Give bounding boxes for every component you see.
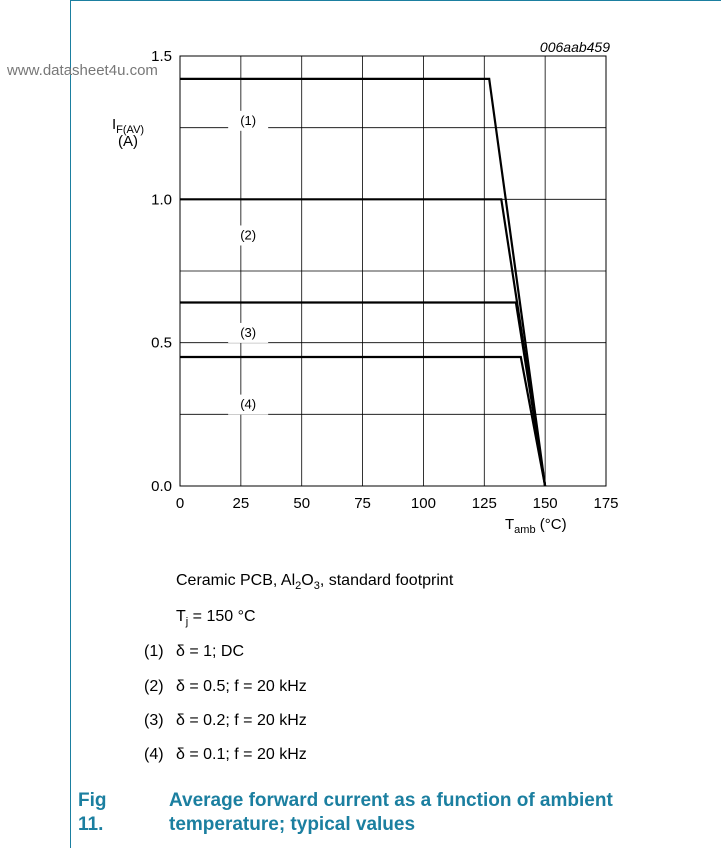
x-axis-label-sub: amb (514, 524, 536, 536)
series-line-4 (180, 355, 547, 487)
watermark: www.datasheet4u.com (7, 62, 158, 79)
chart-series (180, 77, 547, 487)
y-tick-label: 0.0 (151, 478, 172, 495)
condition-pcb-mid: O (301, 572, 314, 589)
y-tick-label: 1.5 (151, 48, 172, 65)
series-label-bg (228, 322, 269, 343)
series-label-3: (3) (240, 325, 256, 340)
x-tick-label: 25 (233, 495, 250, 512)
note-number: (1) (144, 643, 164, 660)
y-axis-unit: (A) (118, 133, 139, 150)
series-label-bg (228, 225, 269, 246)
note-number: (3) (144, 712, 164, 729)
y-tick-label: 1.0 (151, 191, 172, 208)
condition-tj: Tj = 150 °C (176, 608, 256, 628)
x-axis-unit: (°C) (535, 516, 567, 533)
series-label-1: (1) (240, 113, 256, 128)
figure-frame (70, 0, 721, 848)
y-axis-label-sub: F(AV) (116, 124, 145, 136)
series-line-1 (180, 77, 547, 487)
series-line-3 (180, 301, 547, 487)
series-label-bg (228, 394, 269, 415)
x-tick-label: 175 (593, 495, 618, 512)
x-tick-label: 75 (354, 495, 371, 512)
x-axis-label: Tamb (°C) (505, 516, 567, 536)
note-number: (2) (144, 678, 164, 695)
note-number: (4) (144, 746, 164, 763)
series-label-bg (228, 110, 269, 131)
x-tick-label: 50 (293, 495, 310, 512)
condition-tj-sub: j (185, 616, 189, 628)
chart: 0 25 50 75 100 125 150 175 0.0 0.5 1.0 1.5 (1) (2) (3… (151, 39, 618, 512)
series-label-2: (2) (240, 227, 256, 242)
x-tick-label: 100 (411, 495, 436, 512)
chart-id: 006aab459 (540, 39, 610, 55)
chart-ticks: 0 25 50 75 100 125 150 175 0.0 0.5 1.0 1.5 (151, 48, 618, 512)
y-tick-label: 0.5 (151, 335, 172, 352)
note-text: δ = 0.1; f = 20 kHz (176, 746, 307, 763)
condition-pcb-sub2: 3 (313, 580, 320, 592)
condition-tj-text: T (176, 608, 186, 625)
note-text: δ = 0.2; f = 20 kHz (176, 712, 307, 729)
y-axis-label-main: I (112, 116, 117, 133)
note-text: δ = 1; DC (176, 643, 245, 660)
x-axis-label-main: T (505, 516, 515, 533)
y-axis-label: IF(AV) (A) (112, 116, 144, 150)
series-label-4: (4) (240, 397, 256, 412)
figure-caption-text: Average forward current as a function of… (169, 790, 613, 835)
condition-pcb-text: Ceramic PCB, Al (176, 572, 296, 589)
chart-series-labels: (1) (2) (3) (4) (228, 110, 269, 415)
condition-pcb: Ceramic PCB, Al2O3, standard footprint (176, 572, 454, 592)
figure-number: Fig 11. (78, 790, 107, 835)
note-text: δ = 0.5; f = 20 kHz (176, 678, 307, 695)
condition-tj-post: = 150 °C (188, 608, 256, 625)
x-tick-label: 0 (176, 495, 184, 512)
condition-pcb-post: , standard footprint (319, 572, 454, 589)
x-tick-label: 125 (472, 495, 497, 512)
condition-pcb-sub1: 2 (295, 580, 302, 592)
x-tick-label: 150 (533, 495, 558, 512)
